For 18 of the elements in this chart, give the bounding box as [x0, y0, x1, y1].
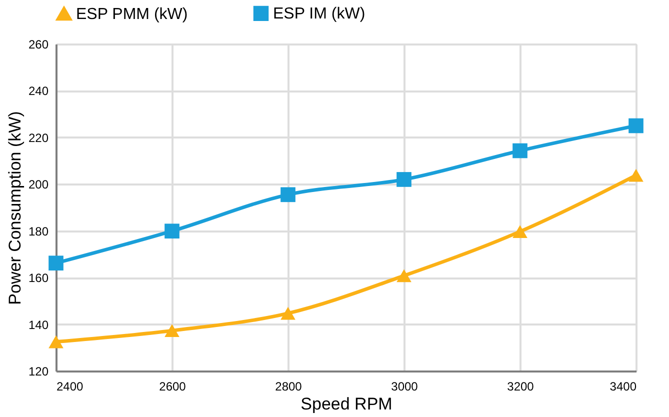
- y-tick-label: 120: [28, 364, 49, 378]
- y-tick-label: 260: [28, 38, 49, 52]
- y-tick-label: 220: [28, 130, 49, 145]
- legend-label: ESP PMM (kW): [76, 6, 188, 23]
- x-tick-label: 3400: [610, 380, 637, 394]
- x-tick-label: 2800: [275, 380, 302, 394]
- x-tick-label: 3200: [507, 380, 534, 394]
- y-tick-label: 200: [28, 178, 49, 192]
- y-tick-label: 180: [28, 224, 49, 238]
- y-tick-label: 160: [28, 271, 49, 286]
- x-axis-title: Speed RPM: [300, 394, 392, 414]
- legend-label: ESP IM (kW): [273, 5, 366, 22]
- x-tick-label: 2600: [159, 380, 186, 394]
- x-tick-label: 3000: [391, 380, 418, 394]
- y-axis-title: Power Consumption (kW): [5, 111, 24, 305]
- x-tick-label: 2400: [56, 380, 84, 394]
- y-tick-label: 240: [28, 84, 49, 98]
- y-tick-label: 140: [28, 318, 49, 332]
